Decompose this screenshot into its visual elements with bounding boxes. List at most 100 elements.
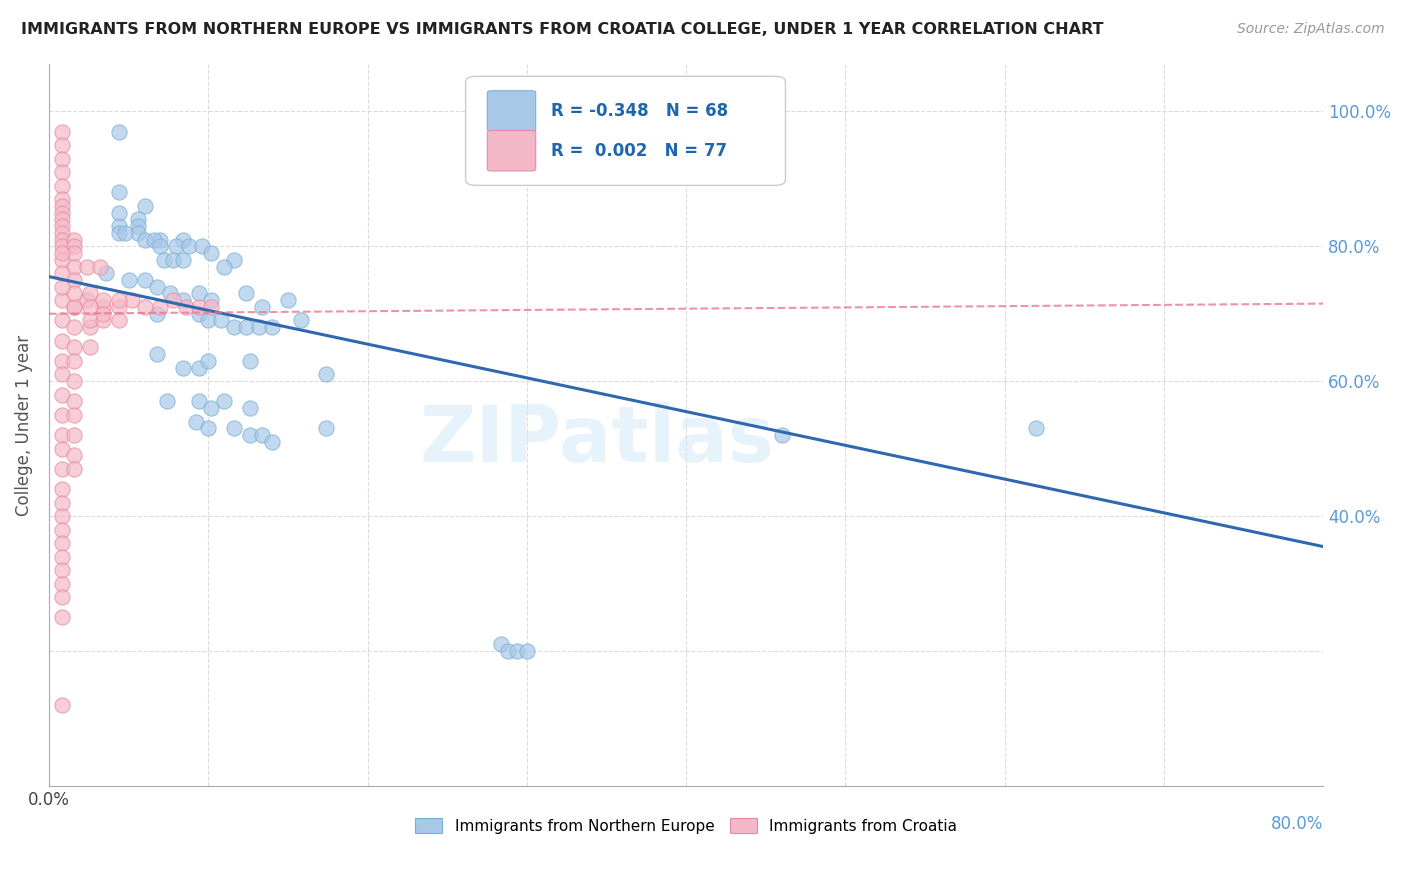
Text: R = -0.348   N = 68: R = -0.348 N = 68 xyxy=(551,102,728,120)
Point xyxy=(239,428,262,442)
Point xyxy=(51,152,73,166)
Point xyxy=(222,421,245,435)
Point xyxy=(63,286,86,301)
Point xyxy=(239,354,262,368)
Point xyxy=(63,320,86,334)
Point xyxy=(51,428,73,442)
Point xyxy=(127,219,149,233)
Point xyxy=(51,536,73,550)
Point xyxy=(51,482,73,496)
Point xyxy=(187,360,209,375)
Point xyxy=(51,192,73,206)
Point xyxy=(277,293,299,308)
Point xyxy=(89,260,111,274)
Point xyxy=(506,644,529,658)
Point xyxy=(51,199,73,213)
Point xyxy=(315,421,337,435)
Point xyxy=(108,226,131,240)
Point xyxy=(235,286,257,301)
Point xyxy=(260,320,283,334)
Point xyxy=(51,549,73,564)
FancyBboxPatch shape xyxy=(465,77,786,186)
Point xyxy=(51,610,73,624)
Point xyxy=(209,313,232,327)
Point xyxy=(146,279,169,293)
Point xyxy=(76,260,98,274)
Point xyxy=(260,434,283,449)
Point xyxy=(108,186,131,200)
Point xyxy=(51,496,73,510)
Point xyxy=(63,394,86,409)
Point xyxy=(79,286,101,301)
Point xyxy=(114,226,136,240)
Point xyxy=(200,401,222,416)
Point xyxy=(79,320,101,334)
Point xyxy=(108,219,131,233)
Point xyxy=(91,293,114,308)
Point xyxy=(149,239,172,253)
Point xyxy=(51,233,73,247)
Point xyxy=(197,421,219,435)
Point xyxy=(51,246,73,260)
Point xyxy=(51,563,73,577)
Point xyxy=(63,239,86,253)
Point xyxy=(51,354,73,368)
Point xyxy=(127,226,149,240)
Point xyxy=(200,293,222,308)
Point xyxy=(51,368,73,382)
Y-axis label: College, Under 1 year: College, Under 1 year xyxy=(15,334,32,516)
Point xyxy=(51,226,73,240)
Point xyxy=(63,341,86,355)
Point xyxy=(51,165,73,179)
Point xyxy=(184,415,207,429)
Point xyxy=(121,293,143,308)
Point xyxy=(172,360,194,375)
Point xyxy=(51,576,73,591)
Point xyxy=(63,273,86,287)
Point xyxy=(51,178,73,193)
Point xyxy=(197,354,219,368)
Point xyxy=(165,239,187,253)
Point xyxy=(76,293,98,308)
Point xyxy=(149,300,172,314)
FancyBboxPatch shape xyxy=(488,91,536,131)
Point xyxy=(159,286,181,301)
Point xyxy=(212,394,235,409)
Point xyxy=(51,266,73,280)
Point xyxy=(134,199,156,213)
Point xyxy=(63,374,86,388)
Point xyxy=(496,644,519,658)
Point xyxy=(108,300,131,314)
Point xyxy=(187,300,209,314)
Point xyxy=(51,219,73,233)
Point xyxy=(51,293,73,308)
Point xyxy=(156,394,179,409)
Point xyxy=(51,239,73,253)
Point xyxy=(63,408,86,422)
Point xyxy=(63,428,86,442)
Point xyxy=(134,233,156,247)
Point xyxy=(197,313,219,327)
Point xyxy=(51,408,73,422)
Point xyxy=(200,246,222,260)
Point xyxy=(191,239,214,253)
Point xyxy=(174,300,197,314)
Point xyxy=(162,293,184,308)
Point xyxy=(51,442,73,456)
FancyBboxPatch shape xyxy=(488,130,536,171)
Point xyxy=(96,266,118,280)
Text: IMMIGRANTS FROM NORTHERN EUROPE VS IMMIGRANTS FROM CROATIA COLLEGE, UNDER 1 YEAR: IMMIGRANTS FROM NORTHERN EUROPE VS IMMIG… xyxy=(21,22,1104,37)
Point xyxy=(51,523,73,537)
Point xyxy=(51,313,73,327)
Point xyxy=(187,307,209,321)
Point xyxy=(1025,421,1047,435)
Point xyxy=(91,313,114,327)
Point xyxy=(91,300,114,314)
Point xyxy=(51,590,73,604)
Point xyxy=(200,300,222,314)
Point xyxy=(51,138,73,153)
Point xyxy=(51,252,73,267)
Point xyxy=(172,233,194,247)
Point xyxy=(172,293,194,308)
Point xyxy=(63,300,86,314)
